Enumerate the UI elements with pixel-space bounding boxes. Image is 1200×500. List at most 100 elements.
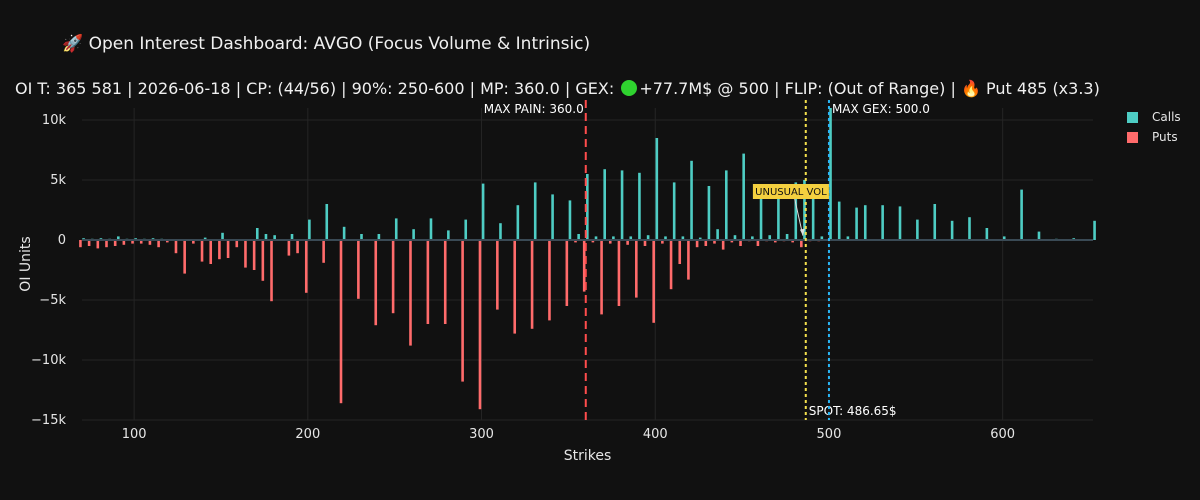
put-bar: [643, 240, 647, 246]
call-bar: [916, 219, 919, 240]
put-bar: [357, 240, 360, 299]
call-bar: [264, 234, 268, 240]
call-bar: [117, 236, 120, 240]
chart-title: 🚀 Open Interest Dashboard: AVGO (Focus V…: [62, 34, 591, 54]
put-bar: [304, 240, 308, 293]
call-bar: [308, 219, 311, 240]
put-bar: [192, 240, 195, 244]
put-bar: [661, 240, 664, 244]
call-bar: [594, 236, 598, 240]
put-bar: [391, 240, 395, 314]
put-bar: [244, 240, 247, 268]
y-tick-label: 5k: [50, 173, 66, 188]
legend-label-calls: Calls: [1152, 110, 1181, 124]
put-bar: [713, 240, 716, 244]
call-bar: [707, 186, 711, 240]
put-bar: [218, 240, 221, 260]
y-axis-title: OI Units: [18, 236, 34, 291]
call-bar: [221, 232, 224, 240]
unusual-vol-box: [752, 184, 829, 199]
put-bar: [669, 240, 673, 290]
put-bar: [600, 240, 603, 315]
annotation-lines: MAX PAIN: 360.0 SPOT: 486.65$ MAX GEX: 500…: [484, 100, 930, 420]
put-bar: [591, 240, 595, 243]
put-bar: [582, 240, 586, 292]
put-bar: [800, 240, 803, 248]
bars: [79, 108, 1096, 410]
call-bar: [985, 228, 989, 240]
y-tick-label: 0: [58, 233, 66, 248]
call-bar: [672, 182, 676, 240]
call-bar: [777, 192, 780, 240]
legend[interactable]: Calls Puts: [1127, 107, 1181, 147]
call-bar: [203, 237, 207, 240]
call-bar: [577, 234, 580, 240]
put-bar: [165, 240, 169, 243]
call-bar: [342, 226, 346, 240]
call-bar: [698, 237, 702, 240]
call-bar: [273, 235, 276, 240]
call-bar: [646, 235, 650, 240]
put-bar: [687, 240, 690, 280]
put-bar: [122, 240, 126, 245]
legend-item-puts[interactable]: Puts: [1127, 127, 1181, 147]
put-bar: [565, 240, 569, 306]
call-bar: [516, 205, 520, 240]
x-tick-label: 200: [295, 427, 320, 442]
put-bar: [174, 240, 178, 254]
call-bar: [655, 138, 659, 240]
call-bar: [820, 236, 824, 240]
call-bar: [664, 236, 667, 240]
put-bar: [270, 240, 273, 302]
call-bar: [568, 200, 572, 240]
call-bar: [586, 174, 589, 240]
call-bar: [751, 236, 754, 240]
put-bar: [617, 240, 621, 306]
call-bar: [1020, 189, 1023, 240]
put-bar: [287, 240, 291, 256]
put-bar: [296, 240, 299, 254]
call-bar: [724, 170, 728, 240]
call-bar: [759, 184, 763, 240]
subtitle-stats: OI T: 365 581 | 2026-06-18 | CP: (44/56)…: [15, 79, 615, 98]
call-bar: [811, 189, 815, 240]
unusual-vol-label: UNUSUAL VOL: [755, 187, 827, 198]
put-bar: [131, 240, 134, 244]
max-pain-label: MAX PAIN: 360.0: [484, 102, 584, 116]
put-bar: [478, 240, 482, 410]
put-bar: [87, 240, 91, 246]
call-bar: [742, 153, 745, 240]
put-bar: [226, 240, 230, 258]
put-bar: [791, 240, 794, 243]
put-bar: [200, 240, 204, 262]
call-bar: [1093, 220, 1096, 240]
call-bar: [855, 207, 858, 240]
put-bar: [157, 240, 160, 248]
put-bar: [426, 240, 430, 324]
put-bar: [113, 240, 117, 246]
call-bar: [603, 169, 606, 240]
put-bar: [148, 240, 152, 245]
call-bar: [716, 229, 719, 240]
put-bar: [252, 240, 256, 270]
put-bar: [322, 240, 325, 263]
call-bar: [394, 218, 398, 240]
call-bar: [803, 180, 806, 240]
legend-swatch-puts: [1127, 131, 1138, 143]
subtitle-gex-details: +77.7M$ @ 500 | FLIP: (Out of Range) | 🔥…: [639, 79, 1100, 98]
legend-item-calls[interactable]: Calls: [1127, 107, 1181, 127]
y-tick-label: −5k: [39, 293, 66, 308]
put-bar: [461, 240, 464, 382]
legend-label-puts: Puts: [1152, 130, 1178, 144]
chart-subtitle: OI T: 365 581 | 2026-06-18 | CP: (44/56)…: [15, 79, 1100, 98]
put-bar: [695, 240, 699, 248]
x-tick-label: 400: [643, 427, 668, 442]
gex-indicator-icon: [621, 80, 638, 96]
put-bar: [678, 240, 682, 264]
call-bar: [377, 234, 381, 240]
call-bar: [950, 220, 954, 240]
put-bar: [513, 240, 517, 334]
put-bar: [139, 240, 143, 244]
call-bar: [325, 204, 329, 240]
